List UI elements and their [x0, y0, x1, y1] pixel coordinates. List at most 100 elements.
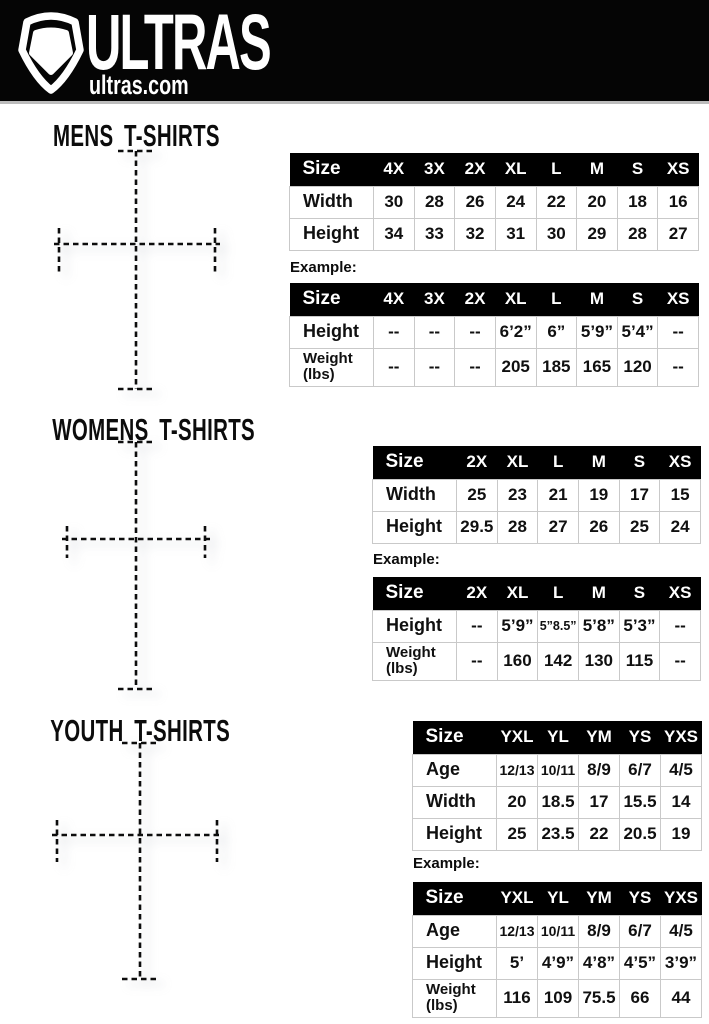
youth-measurement-lines [52, 741, 222, 981]
value-cell: 26 [577, 510, 620, 544]
size-column-header: YS [619, 882, 661, 915]
value-cell: 20.5 [619, 817, 661, 851]
size-column-header: YXL [496, 721, 538, 754]
value-cell: -- [659, 641, 701, 681]
size-column-header: YL [537, 721, 579, 754]
value-cell: 160 [496, 641, 539, 681]
row-label-cell: Weight (lbs) [289, 347, 374, 387]
youth-section-heading: YOUTH T-SHIRTS [0, 713, 280, 749]
value-cell: 10/11 [537, 753, 579, 787]
value-cell: 22 [578, 817, 620, 851]
value-cell: 8/9 [578, 914, 620, 948]
value-cell: 19 [577, 478, 620, 512]
size-header-cell: Size [372, 446, 457, 479]
size-column-header: M [576, 283, 618, 316]
row-label-cell: Width [289, 185, 374, 219]
size-header-cell: Size [412, 882, 497, 915]
youth-example-label: Example: [413, 855, 480, 872]
value-cell: -- [413, 347, 456, 387]
value-cell: 27 [657, 217, 699, 251]
value-cell: 142 [537, 641, 579, 681]
size-header-cell: Size [412, 721, 497, 754]
table-row: Weight (lbs) 116 109 75.5 66 44 [412, 978, 702, 1018]
value-cell: 26 [454, 185, 496, 219]
value-cell: 23 [496, 478, 539, 512]
value-cell: 34 [373, 217, 415, 251]
value-cell: 120 [616, 347, 659, 387]
size-column-header: L [537, 446, 579, 479]
youth-tshirt-image [11, 741, 269, 981]
value-cell: 30 [535, 217, 578, 251]
value-cell: -- [657, 315, 699, 349]
size-column-header: 3X [414, 283, 455, 316]
value-cell: 6” [535, 315, 578, 349]
size-column-header: YM [578, 882, 620, 915]
value-cell: 185 [535, 347, 578, 387]
size-column-header: 3X [414, 153, 455, 186]
value-cell: 5’8” [577, 609, 620, 643]
womens-size-table: Size 2X XL L M S XS Width 25 23 21 19 17 15 Height 29.5… [372, 446, 701, 544]
size-column-header: M [576, 153, 618, 186]
value-cell: 22 [535, 185, 578, 219]
value-cell: 10/11 [537, 914, 579, 948]
womens-measurement-lines [62, 440, 210, 691]
value-cell: 28 [616, 217, 659, 251]
value-cell: 28 [496, 510, 539, 544]
size-column-header: S [619, 577, 660, 610]
size-header-cell: Size [289, 153, 374, 186]
size-column-header: L [537, 577, 579, 610]
size-column-header: L [536, 153, 577, 186]
table-row: Width 30 28 26 24 22 20 18 16 [289, 185, 699, 219]
value-cell: 18 [616, 185, 659, 219]
value-cell: 15.5 [619, 785, 661, 819]
youth-section-title: YOUTH T-SHIRTS [50, 713, 230, 748]
value-cell: 18.5 [537, 785, 579, 819]
value-cell: -- [456, 609, 498, 643]
value-cell: 32 [454, 217, 496, 251]
svg-text:Ultras: Ultras [124, 455, 148, 465]
row-label-cell: Height [289, 217, 374, 251]
site-header: ULTRAS ultras.com [0, 0, 709, 104]
size-column-header: S [619, 446, 660, 479]
table-row: Height 5’ 4’9” 4’8” 4’5” 3’9” [412, 946, 702, 980]
mens-example-label: Example: [290, 259, 357, 276]
row-label-cell: Weight (lbs) [372, 641, 457, 681]
size-column-header: YXS [660, 721, 702, 754]
mens-size-table: Size 4X 3X 2X XL L M S XS Width 30 28 26 24 22 20 18 16 He… [289, 153, 699, 251]
row-label-cell: Width [372, 478, 457, 512]
value-cell: 28 [413, 185, 456, 219]
value-cell: 44 [660, 978, 702, 1018]
value-cell: 30 [373, 185, 415, 219]
logo-outer-shield [18, 12, 84, 94]
value-cell: 12/13 [496, 753, 538, 787]
value-cell: -- [659, 609, 701, 643]
value-cell: 75.5 [578, 978, 620, 1018]
value-cell: 115 [618, 641, 661, 681]
value-cell: 3’9” [660, 946, 702, 980]
womens-tshirt-image: Ultras [33, 440, 239, 691]
table-header-row: Size YXL YL YM YS YXS [412, 721, 702, 754]
value-cell: 5’3” [618, 609, 661, 643]
value-cell: 23.5 [537, 817, 579, 851]
value-cell: 205 [494, 347, 537, 387]
table-header-row: Size YXL YL YM YS YXS [412, 882, 702, 915]
brand-title: ULTRAS [86, 0, 272, 86]
table-row: Height -- 5’9” 5”8.5” 5’8” 5’3” -- [372, 609, 701, 643]
youth-example-table: Size YXL YL YM YS YXS Age 12/13 10/11 8/9 6/7 4/5 He… [412, 882, 702, 1018]
value-cell: 17 [618, 478, 661, 512]
size-column-header: YM [578, 721, 620, 754]
ultras-pentagon-logo-icon [18, 12, 84, 94]
value-cell: 116 [496, 978, 538, 1018]
size-column-header: XL [495, 283, 536, 316]
value-cell: 20 [576, 185, 618, 219]
value-cell: 12/13 [496, 914, 538, 948]
table-row: Height 34 33 32 31 30 29 28 27 [289, 217, 699, 251]
table-row: Height -- -- -- 6’2” 6” 5’9” 5’4” -- [289, 315, 699, 349]
value-cell: 14 [660, 785, 702, 819]
value-cell: 6/7 [619, 753, 661, 787]
value-cell: 24 [494, 185, 537, 219]
value-cell: -- [454, 315, 496, 349]
size-header-cell: Size [372, 577, 457, 610]
value-cell: 24 [659, 510, 701, 544]
value-cell: 165 [576, 347, 618, 387]
